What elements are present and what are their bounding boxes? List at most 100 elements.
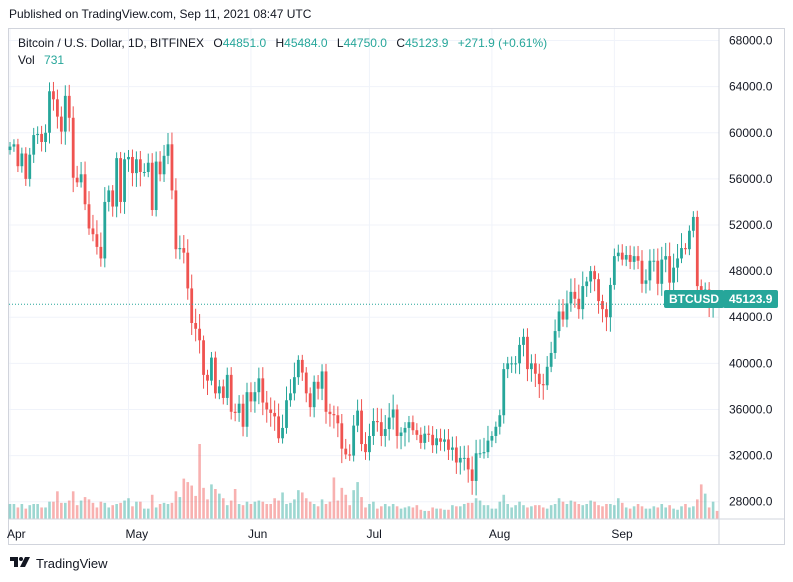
x-tick-label: Sep xyxy=(611,527,633,541)
volume-bar xyxy=(506,504,509,519)
chart-frame xyxy=(8,28,785,545)
y-tick-label: 52000.0 xyxy=(729,218,773,232)
volume-bar xyxy=(427,510,430,519)
candle-body xyxy=(202,340,205,375)
volume-bar xyxy=(423,510,427,519)
volume-bar xyxy=(119,502,122,519)
volume-bar xyxy=(214,489,217,519)
volume-bar xyxy=(340,487,344,519)
volume-bar xyxy=(79,500,83,519)
volume-bar xyxy=(182,478,186,519)
candle-body xyxy=(190,288,194,323)
volume-bar xyxy=(601,506,604,519)
candle-body xyxy=(462,457,466,459)
volume-bar xyxy=(48,501,51,519)
volume-bar xyxy=(312,504,316,519)
candle-body xyxy=(486,440,490,453)
candle-body xyxy=(150,162,154,211)
candle-body xyxy=(691,216,695,231)
candle-body xyxy=(364,444,367,453)
volume-bar xyxy=(451,505,454,519)
candle-body xyxy=(383,429,387,436)
candle-body xyxy=(91,228,95,235)
candle-body xyxy=(281,427,284,439)
volume-bar xyxy=(103,502,107,519)
candle-body xyxy=(454,447,458,463)
candle-body xyxy=(95,234,99,247)
candle-body xyxy=(549,352,553,367)
volume-bar xyxy=(668,505,671,519)
candle-body xyxy=(257,378,261,393)
change-value: +271.9 (+0.61%) xyxy=(457,36,548,50)
volume-bar xyxy=(75,505,79,519)
volume-bar xyxy=(301,492,304,519)
y-tick-label: 40000.0 xyxy=(729,356,773,370)
volume-bar xyxy=(115,504,118,519)
open-value: 44851.0 xyxy=(222,36,267,50)
volume-bar xyxy=(435,508,438,519)
candle-body xyxy=(206,374,209,381)
volume-bar xyxy=(166,504,170,519)
volume-bar xyxy=(498,501,502,519)
candle-body xyxy=(237,403,241,413)
volume-bar xyxy=(636,504,640,519)
volume-bar xyxy=(328,501,332,519)
volume-bar xyxy=(597,505,600,519)
x-tick-label: Aug xyxy=(489,527,510,541)
volume-bar xyxy=(123,500,126,519)
candle-body xyxy=(174,190,178,250)
candle-body xyxy=(296,359,300,378)
candle-body xyxy=(427,433,431,435)
candle-body xyxy=(16,144,20,167)
volume-bar xyxy=(352,490,355,519)
candle-body xyxy=(103,201,107,259)
volume-bar xyxy=(664,507,667,519)
volume-bar xyxy=(222,498,225,519)
volume-bar xyxy=(304,498,308,519)
candle-body xyxy=(537,373,541,385)
volume-bar xyxy=(486,505,490,519)
volume-bar xyxy=(332,477,336,519)
candle-body xyxy=(680,248,683,259)
candle-body xyxy=(526,336,529,370)
low-label: L xyxy=(336,36,344,50)
volume-bar xyxy=(174,491,178,519)
y-tick-label: 48000.0 xyxy=(729,264,773,278)
volume-bar xyxy=(107,507,111,519)
volume-bar xyxy=(158,504,162,519)
open-label: O xyxy=(213,36,223,50)
volume-bar xyxy=(656,507,660,519)
candle-body xyxy=(391,409,395,418)
candle-body xyxy=(514,363,517,365)
candle-body xyxy=(269,409,273,413)
candle-body xyxy=(111,190,115,207)
candle-body xyxy=(672,267,675,283)
candle-body xyxy=(186,252,190,289)
candle-body xyxy=(119,158,122,202)
volume-bar xyxy=(368,504,371,519)
volume-bar xyxy=(387,506,391,519)
candle-body xyxy=(360,410,363,445)
candle-body xyxy=(99,246,103,259)
volume-bar xyxy=(648,508,652,519)
volume-bar xyxy=(52,501,55,519)
candle-body xyxy=(616,252,620,257)
volume-bar xyxy=(534,505,537,519)
candle-body xyxy=(474,453,478,481)
volume-bar xyxy=(411,507,415,519)
tradingview-brand[interactable]: TradingView xyxy=(10,556,108,571)
candle-body xyxy=(261,378,265,403)
volume-bar xyxy=(265,504,269,519)
volume-bar xyxy=(692,506,695,519)
volume-bar xyxy=(399,508,403,519)
volume-bar xyxy=(28,505,32,519)
volume-bar xyxy=(620,502,624,519)
candle-body xyxy=(273,412,277,417)
candle-body xyxy=(605,309,608,318)
candle-body xyxy=(308,393,312,408)
candle-body xyxy=(490,435,494,441)
volume-bar xyxy=(573,501,577,519)
candle-body xyxy=(375,421,379,423)
y-tick-label: 64000.0 xyxy=(729,80,773,94)
